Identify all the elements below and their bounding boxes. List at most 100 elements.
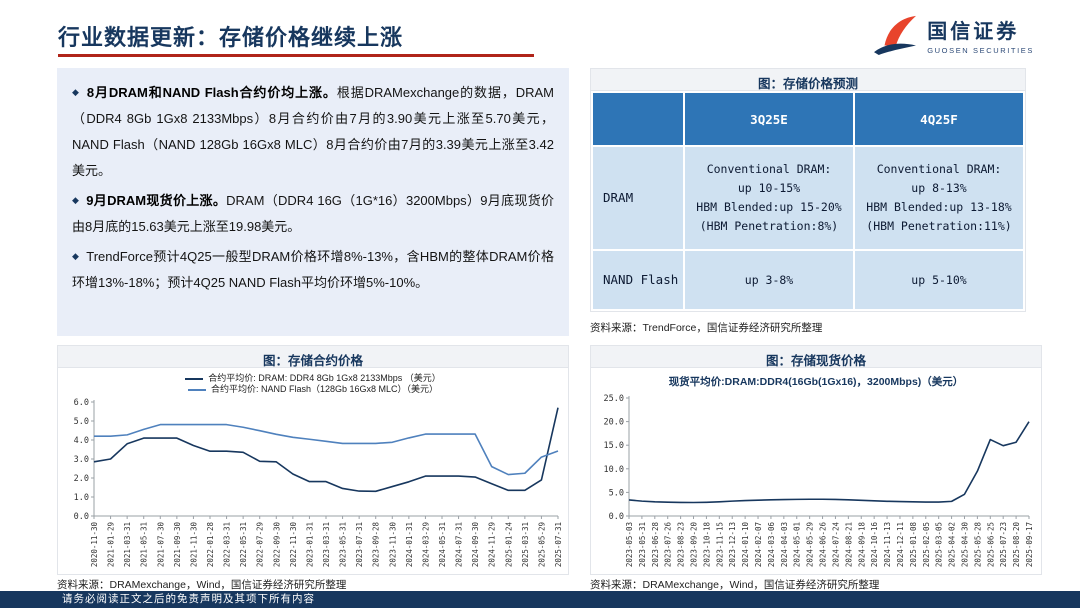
guosen-logo-icon — [871, 14, 919, 56]
x-tick-label: 2023-08-23 — [677, 522, 686, 567]
x-tick-label: 2023-05-03 — [625, 522, 634, 567]
page-title: 行业数据更新：存储价格继续上涨 — [58, 25, 404, 50]
x-tick-label: 2025-01-08 — [909, 522, 918, 568]
table-cell: up 3-8% — [685, 251, 853, 309]
legend-line-swatch — [187, 388, 206, 391]
series-line — [93, 407, 559, 493]
y-tick-label: 0.0 — [609, 512, 624, 522]
forecast-source-note: 资料来源：TrendForce，国信证券经济研究所整理 — [590, 322, 823, 334]
x-tick-label: 2024-09-18 — [857, 522, 866, 568]
y-tick-label: 15.0 — [604, 441, 624, 451]
table-row-label: NAND Flash — [593, 251, 683, 309]
x-tick-label: 2024-12-11 — [896, 522, 905, 567]
x-tick-label: 2023-03-31 — [322, 522, 331, 567]
table-col-header: 4Q25F — [855, 93, 1023, 145]
x-tick-label: 2021-09-30 — [173, 522, 182, 568]
company-logo: 国信证券 GUOSEN SECURITIES — [871, 14, 1034, 56]
x-tick-label: 2025-05-28 — [973, 522, 982, 568]
x-tick-label: 2022-05-31 — [239, 522, 248, 567]
legend-label: 合约平均价: NAND Flash（128Gb 16Gx8 MLC）（美元） — [210, 384, 439, 394]
x-tick-label: 2022-03-31 — [223, 522, 232, 567]
summary-box: ◆ 8月DRAM和NAND Flash合约价均上涨。根据DRAMexchange的… — [57, 68, 569, 336]
y-tick-label: 4.0 — [74, 436, 89, 446]
spot-price-line-chart: 0.0 5.0 10.0 15.0 20.0 25.0 2023-05-03 2023-05-… — [604, 394, 1034, 568]
spot-source-note: 资料来源：DRAMexchange，Wind，国信证券经济研究所整理 — [590, 579, 880, 591]
x-tick-label: 2021-07-30 — [156, 522, 165, 568]
x-tick-label: 2022-07-29 — [256, 522, 265, 567]
x-tick-label: 2021-03-31 — [123, 522, 132, 567]
x-tick-label: 2020-11-30 — [90, 522, 99, 568]
x-tick-label: 2022-01-28 — [206, 522, 215, 568]
x-tick-label: 2023-05-31 — [638, 522, 647, 567]
spot-chart-panel-title: 图：存储现货价格 — [591, 346, 1041, 368]
x-tick-label: 2023-06-28 — [651, 522, 660, 568]
x-tick-label: 2024-03-29 — [421, 522, 430, 567]
x-tick-label: 2025-04-02 — [948, 522, 957, 567]
x-tick-label: 2021-01-29 — [107, 522, 116, 567]
y-tick-label: 0.0 — [74, 512, 89, 522]
x-tick-label: 2024-07-24 — [831, 522, 840, 568]
x-tick-label: 2025-02-05 — [922, 522, 931, 567]
x-tick-label: 2023-12-13 — [728, 522, 737, 567]
x-tick-label: 2025-01-24 — [504, 522, 513, 568]
x-tick-label: 2021-11-30 — [189, 522, 198, 568]
y-tick-label: 1.0 — [74, 493, 89, 503]
y-tick-label: 20.0 — [604, 418, 624, 428]
x-tick-label: 2025-05-29 — [537, 522, 546, 567]
contract-chart-title: 图：存储合约价格 — [58, 346, 568, 368]
legend-line-swatch — [185, 377, 204, 380]
table-cell: up 5-10% — [855, 251, 1023, 309]
x-tick-label: 2023-01-31 — [305, 522, 314, 567]
x-tick-label: 2024-05-01 — [793, 522, 802, 567]
x-tick-label: 2025-07-23 — [999, 522, 1008, 567]
logo-name-cn: 国信证券 — [927, 21, 1020, 43]
x-tick-label: 2023-11-15 — [715, 522, 724, 567]
x-tick-label: 2024-01-10 — [741, 522, 750, 568]
x-tick-label: 2025-03-31 — [521, 522, 530, 567]
x-tick-label: 2022-11-30 — [289, 522, 298, 568]
logo-name-en: GUOSEN SECURITIES — [927, 46, 1034, 55]
x-tick-label: 2025-07-31 — [554, 522, 563, 567]
bullet-body: 根据DRAMexchange的数据，DRAM（DDR4 8Gb 1Gx8 213… — [72, 85, 555, 178]
x-tick-label: 2023-07-26 — [664, 522, 673, 568]
x-tick-label: 2024-08-21 — [844, 522, 853, 567]
bullet-item: ◆ TrendForce预计4Q25一般型DRAM价格环增8%-13%，含HBM的… — [72, 243, 554, 296]
spot-price-chart-panel: 图：存储现货价格 现货平均价:DRAM:DDR4(16Gb(1Gx16)，320… — [590, 345, 1042, 575]
title-underline — [58, 54, 534, 57]
y-tick-label: 6.0 — [74, 398, 89, 408]
series-line — [628, 421, 1030, 504]
table-row-label: DRAM — [593, 147, 683, 249]
chart-legend: 合约平均价: DRAM: DDR4 8Gb 1Gx8 2133Mbps （美元）… — [58, 368, 568, 394]
legend-item: 合约平均价: DRAM: DDR4 8Gb 1Gx8 2133Mbps （美元） — [185, 373, 441, 384]
x-tick-label: 2024-10-16 — [870, 522, 879, 568]
x-tick-label: 2021-05-31 — [140, 522, 149, 567]
bullet-body: TrendForce预计4Q25一般型DRAM价格环增8%-13%，含HBM的整… — [72, 249, 555, 290]
y-tick-label: 3.0 — [74, 455, 89, 465]
series-line — [94, 423, 559, 476]
x-tick-label: 2025-09-17 — [1025, 522, 1034, 567]
x-tick-label: 2023-05-31 — [339, 522, 348, 567]
x-tick-label: 2024-03-06 — [767, 522, 776, 568]
bullet-item: ◆ 8月DRAM和NAND Flash合约价均上涨。根据DRAMexchange的… — [72, 79, 554, 184]
bullet-icon: ◆ — [72, 87, 80, 97]
x-tick-label: 2023-07-31 — [355, 522, 364, 567]
contract-price-line-chart: 0.0 1.0 2.0 3.0 4.0 5.0 6.0 2020-11-30 2021-01-2… — [74, 398, 563, 568]
x-tick-label: 2024-06-26 — [819, 522, 828, 568]
forecast-table-panel: 图：存储价格预测 3Q25E 4Q25F DRAM Conventional D… — [590, 68, 1026, 312]
x-tick-label: 2024-07-31 — [455, 522, 464, 567]
spot-chart-series-title: 现货平均价:DRAM:DDR4(16Gb(1Gx16)，3200Mbps)（美元… — [668, 376, 964, 388]
table-col-header: 3Q25E — [685, 93, 853, 145]
x-tick-label: 2025-04-30 — [960, 522, 969, 568]
x-tick-label: 2025-08-20 — [1012, 522, 1021, 568]
table-corner-cell — [593, 93, 683, 145]
x-tick-label: 2024-11-13 — [883, 522, 892, 567]
bullet-item: ◆ 9月DRAM现货价上涨。DRAM（DDR4 16G（1G*16）3200Mbp… — [72, 187, 554, 240]
bullet-body: DRAM（DDR4 16G（1G*16）3200Mbps）9月底现货价由8月底的… — [72, 193, 555, 234]
bullet-lead: 8月DRAM和NAND Flash合约价均上涨。 — [86, 85, 337, 100]
y-tick-label: 10.0 — [604, 465, 624, 475]
x-tick-label: 2023-11-30 — [388, 522, 397, 568]
y-tick-label: 25.0 — [604, 394, 624, 404]
x-tick-label: 2024-02-07 — [754, 522, 763, 567]
table-row: NAND Flash up 3-8% up 5-10% — [593, 251, 1023, 309]
x-tick-label: 2024-05-29 — [806, 522, 815, 567]
